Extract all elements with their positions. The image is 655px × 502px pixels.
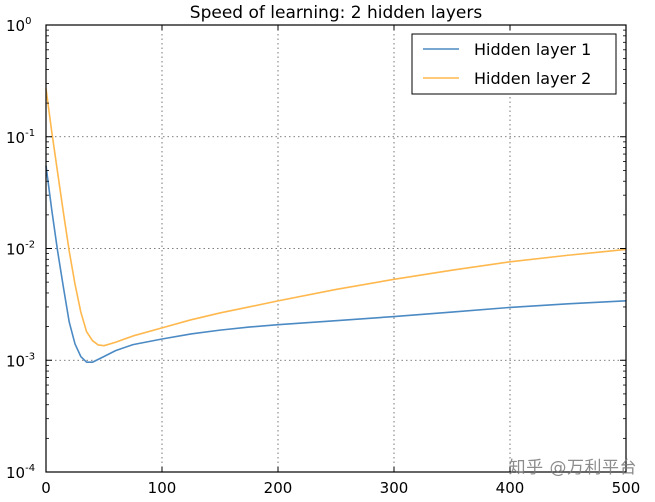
x-tick-label: 200 xyxy=(264,479,293,497)
y-tick-label: 10-3 xyxy=(6,351,35,370)
series-group xyxy=(45,88,627,364)
chart-title: Speed of learning: 2 hidden layers xyxy=(190,3,483,23)
x-tick-label: 100 xyxy=(148,479,177,497)
y-tick-label: 100 xyxy=(6,16,31,35)
legend-label-2: Hidden layer 2 xyxy=(474,69,591,88)
watermark: 知乎 @万利平台 xyxy=(508,458,637,478)
ticks: 0 100 200 300 400 500 100 10-1 10-2 10-3 10-4 xyxy=(6,16,640,497)
x-tick-label: 500 xyxy=(612,479,641,497)
x-tick-label: 300 xyxy=(380,479,409,497)
x-tick-label: 400 xyxy=(496,479,525,497)
y-tick-label: 10-2 xyxy=(6,240,35,259)
y-tick-label: 10-4 xyxy=(6,463,35,482)
legend: Hidden layer 1 Hidden layer 2 xyxy=(411,33,617,95)
legend-box xyxy=(411,33,617,95)
series-line-2 xyxy=(45,88,627,347)
y-tick-label: 10-1 xyxy=(6,128,35,147)
legend-label-1: Hidden layer 1 xyxy=(474,40,591,59)
x-tick-label: 0 xyxy=(41,479,51,497)
series-line-1 xyxy=(45,165,627,364)
